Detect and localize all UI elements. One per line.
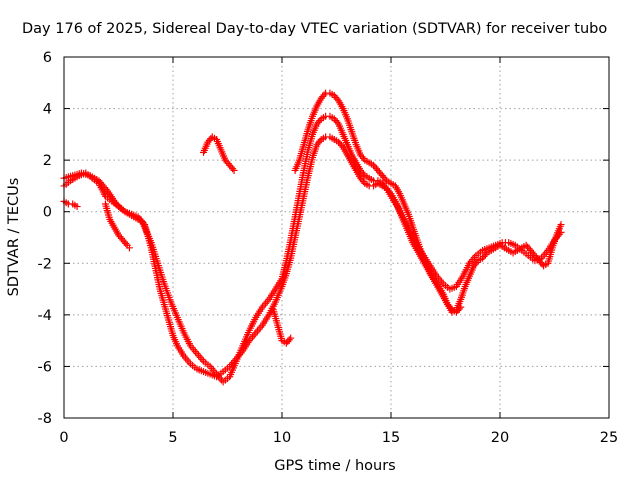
data-point-interp bbox=[473, 258, 481, 266]
data-point-interp bbox=[122, 240, 130, 248]
data-point bbox=[457, 303, 465, 311]
data-point-interp bbox=[359, 170, 367, 178]
x-tick-label: 25 bbox=[600, 430, 618, 446]
y-tick-label: 6 bbox=[43, 50, 52, 66]
data-point-interp bbox=[381, 175, 389, 183]
y-axis-label: SDTVAR / TECUs bbox=[6, 178, 22, 297]
data-point-interp bbox=[316, 137, 324, 145]
series-track-g bbox=[269, 306, 295, 347]
y-tick-label: -8 bbox=[38, 411, 52, 427]
data-point-interp bbox=[359, 154, 367, 162]
x-tick-label: 5 bbox=[168, 430, 177, 446]
data-point-interp bbox=[333, 118, 341, 126]
x-tick-label: 20 bbox=[491, 430, 509, 446]
data-point-interp bbox=[316, 117, 324, 125]
data-point bbox=[557, 228, 565, 236]
data-point bbox=[557, 221, 565, 229]
series-track-e bbox=[101, 200, 133, 252]
data-point-interp bbox=[229, 165, 237, 173]
x-tick-label: 15 bbox=[382, 430, 400, 446]
x-axis-label: GPS time / hours bbox=[274, 458, 395, 474]
data-point bbox=[125, 244, 133, 252]
data-point-interp bbox=[481, 251, 489, 259]
y-tick-label: 2 bbox=[43, 153, 52, 169]
data-point-interp bbox=[285, 336, 293, 344]
tick-labels: 0 5 10 15 20 25 -8 -6 -4 -2 0 2 4 6 bbox=[38, 50, 619, 446]
data-point-interp bbox=[338, 142, 346, 150]
data-point bbox=[287, 334, 295, 342]
data-point-interp bbox=[359, 178, 367, 186]
data-point-interp bbox=[320, 91, 328, 99]
y-tick-label: 0 bbox=[43, 205, 52, 221]
y-tick-label: -4 bbox=[38, 308, 52, 324]
plot-frame bbox=[63, 56, 610, 419]
data-point bbox=[230, 166, 238, 174]
data-point-interp bbox=[333, 95, 341, 103]
y-tick-label: -2 bbox=[38, 256, 52, 272]
data-point-interp bbox=[102, 185, 110, 193]
data-point bbox=[73, 203, 81, 211]
data-point-interp bbox=[381, 183, 389, 191]
x-tick-label: 0 bbox=[59, 430, 68, 446]
y-tick-label: -6 bbox=[38, 359, 52, 375]
chart-title: Day 176 of 2025, Sidereal Day-to-day VTE… bbox=[22, 21, 607, 37]
y-tick-label: 4 bbox=[43, 102, 52, 118]
data-points bbox=[60, 89, 565, 386]
data-point-interp bbox=[455, 305, 463, 313]
series-track-c bbox=[291, 89, 465, 316]
data-point-interp bbox=[447, 304, 455, 312]
series-track-f bbox=[200, 133, 238, 174]
x-tick-label: 10 bbox=[273, 430, 291, 446]
